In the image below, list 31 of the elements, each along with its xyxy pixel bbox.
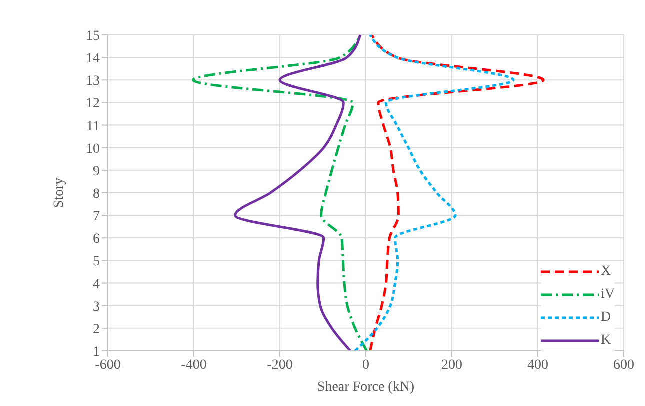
x-tick-label: -400 xyxy=(181,358,207,373)
y-tick-label: 11 xyxy=(86,119,100,134)
legend-label: X xyxy=(601,264,612,280)
legend-label: K xyxy=(601,333,612,349)
x-tick-label: 0 xyxy=(362,358,370,373)
line-series xyxy=(234,35,362,351)
legend-label: D xyxy=(601,310,612,326)
y-tick-label: 4 xyxy=(93,277,100,292)
y-tick-label: 10 xyxy=(86,142,100,157)
y-tick-label: 6 xyxy=(93,232,100,248)
y-tick-label: 13 xyxy=(86,74,100,90)
y-tick-label: 12 xyxy=(86,96,100,112)
line-series xyxy=(369,35,545,351)
x-tick-label: 600 xyxy=(614,358,634,373)
x-tick-label: 200 xyxy=(442,358,462,373)
y-tick-label: 15 xyxy=(86,28,100,44)
y-tick-label: 3 xyxy=(93,300,100,315)
line-series xyxy=(354,35,515,351)
y-tick-label: 8 xyxy=(93,186,100,202)
y-tick-label: 9 xyxy=(93,164,100,180)
y-tick-label: 1 xyxy=(93,344,100,360)
x-tick-label: -600 xyxy=(95,358,121,373)
x-tick-label: -200 xyxy=(267,358,293,373)
y-tick-label: 7 xyxy=(93,210,100,225)
y-tick-label: 14 xyxy=(86,52,100,67)
y-tick-label: 5 xyxy=(93,254,100,270)
x-tick-label: 400 xyxy=(528,358,548,373)
y-tick-label: 2 xyxy=(93,322,100,338)
x-axis-title: Shear Force (kN) xyxy=(317,380,415,395)
legend-label: iV xyxy=(601,287,615,303)
y-axis-title: Story xyxy=(52,178,67,208)
